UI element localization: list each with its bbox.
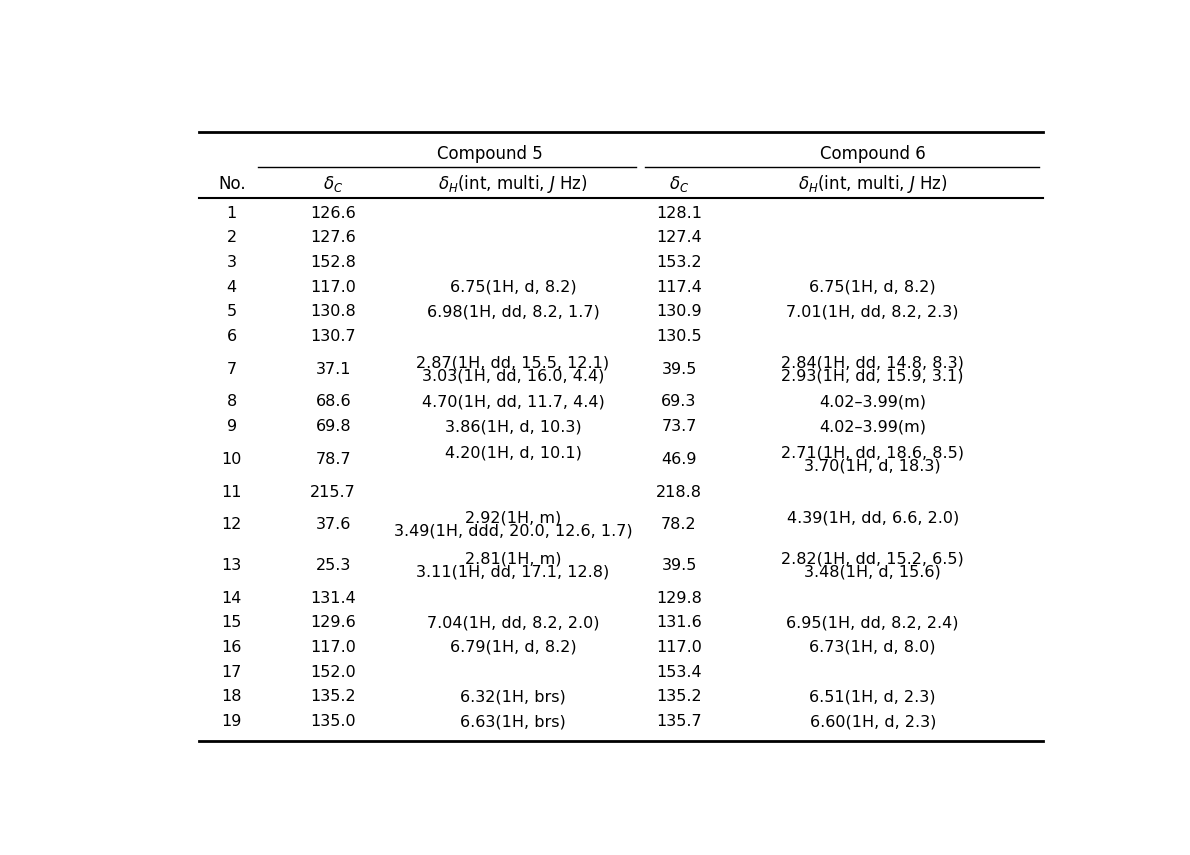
Text: 3.49(1H, ddd, 20.0, 12.6, 1.7): 3.49(1H, ddd, 20.0, 12.6, 1.7) [394, 523, 632, 539]
Text: 69.3: 69.3 [662, 394, 696, 410]
Text: 68.6: 68.6 [315, 394, 351, 410]
Text: 2.84(1H, dd, 14.8, 8.3): 2.84(1H, dd, 14.8, 8.3) [782, 356, 964, 370]
Text: 130.8: 130.8 [311, 304, 356, 320]
Text: 13: 13 [221, 557, 242, 573]
Text: 131.4: 131.4 [311, 591, 356, 605]
Text: 4: 4 [226, 280, 237, 295]
Text: 19: 19 [221, 714, 242, 729]
Text: 14: 14 [221, 591, 242, 605]
Text: 152.0: 152.0 [311, 664, 356, 680]
Text: 6.75(1H, d, 8.2): 6.75(1H, d, 8.2) [450, 280, 576, 295]
Text: 135.2: 135.2 [656, 689, 702, 705]
Text: 46.9: 46.9 [662, 451, 697, 467]
Text: 152.8: 152.8 [311, 255, 356, 270]
Text: 153.2: 153.2 [656, 255, 702, 270]
Text: 130.9: 130.9 [656, 304, 702, 320]
Text: 73.7: 73.7 [662, 419, 696, 434]
Text: 127.6: 127.6 [311, 230, 356, 245]
Text: 3.03(1H, dd, 16.0, 4.4): 3.03(1H, dd, 16.0, 4.4) [421, 369, 605, 383]
Text: 117.4: 117.4 [656, 280, 702, 295]
Text: 4.20(1H, d, 10.1): 4.20(1H, d, 10.1) [445, 445, 582, 461]
Text: 6.95(1H, dd, 8.2, 2.4): 6.95(1H, dd, 8.2, 2.4) [787, 616, 959, 630]
Text: 215.7: 215.7 [311, 485, 356, 499]
Text: 135.2: 135.2 [311, 689, 356, 705]
Text: 129.6: 129.6 [311, 616, 356, 630]
Text: 2.82(1H, dd, 15.2, 6.5): 2.82(1H, dd, 15.2, 6.5) [782, 551, 964, 567]
Text: 6.32(1H, brs): 6.32(1H, brs) [461, 689, 566, 705]
Text: $\delta_H$(int, multi, $\it{J}$ Hz): $\delta_H$(int, multi, $\it{J}$ Hz) [438, 173, 588, 195]
Text: 15: 15 [221, 616, 242, 630]
Text: 130.5: 130.5 [656, 329, 702, 344]
Text: 17: 17 [221, 664, 242, 680]
Text: 7.01(1H, dd, 8.2, 2.3): 7.01(1H, dd, 8.2, 2.3) [787, 304, 959, 320]
Text: 3.48(1H, d, 15.6): 3.48(1H, d, 15.6) [804, 564, 941, 579]
Text: 4.39(1H, dd, 6.6, 2.0): 4.39(1H, dd, 6.6, 2.0) [787, 510, 959, 526]
Text: 78.2: 78.2 [662, 517, 697, 532]
Text: 117.0: 117.0 [656, 640, 702, 655]
Text: 69.8: 69.8 [315, 419, 351, 434]
Text: 135.7: 135.7 [656, 714, 702, 729]
Text: 218.8: 218.8 [656, 485, 702, 499]
Text: 4.02–3.99(m): 4.02–3.99(m) [819, 419, 926, 434]
Text: 4.70(1H, dd, 11.7, 4.4): 4.70(1H, dd, 11.7, 4.4) [421, 394, 605, 410]
Text: 6.60(1H, d, 2.3): 6.60(1H, d, 2.3) [809, 714, 935, 729]
Text: 4.02–3.99(m): 4.02–3.99(m) [819, 394, 926, 410]
Text: 135.0: 135.0 [311, 714, 356, 729]
Text: 1: 1 [226, 205, 237, 221]
Text: 117.0: 117.0 [311, 280, 356, 295]
Text: 39.5: 39.5 [662, 557, 696, 573]
Text: 7: 7 [226, 362, 237, 377]
Text: 7.04(1H, dd, 8.2, 2.0): 7.04(1H, dd, 8.2, 2.0) [427, 616, 600, 630]
Text: 127.4: 127.4 [656, 230, 702, 245]
Text: 5: 5 [226, 304, 237, 320]
Text: 6.79(1H, d, 8.2): 6.79(1H, d, 8.2) [450, 640, 576, 655]
Text: 153.4: 153.4 [656, 664, 702, 680]
Text: 2.93(1H, dd, 15.9, 3.1): 2.93(1H, dd, 15.9, 3.1) [782, 369, 964, 383]
Text: 131.6: 131.6 [656, 616, 702, 630]
Text: 129.8: 129.8 [656, 591, 702, 605]
Text: 2.81(1H, m): 2.81(1H, m) [465, 551, 562, 567]
Text: 18: 18 [221, 689, 242, 705]
Text: 2.87(1H, dd, 15.5, 12.1): 2.87(1H, dd, 15.5, 12.1) [416, 356, 609, 370]
Text: 2: 2 [226, 230, 237, 245]
Text: 3.70(1H, d, 18.3): 3.70(1H, d, 18.3) [804, 458, 941, 473]
Text: 128.1: 128.1 [656, 205, 702, 221]
Text: 2.92(1H, m): 2.92(1H, m) [465, 510, 562, 526]
Text: 37.6: 37.6 [315, 517, 351, 532]
Text: 2.71(1H, dd, 18.6, 8.5): 2.71(1H, dd, 18.6, 8.5) [781, 445, 964, 461]
Text: 6.51(1H, d, 2.3): 6.51(1H, d, 2.3) [809, 689, 937, 705]
Text: 11: 11 [221, 485, 242, 499]
Text: 78.7: 78.7 [315, 451, 351, 467]
Text: 25.3: 25.3 [315, 557, 351, 573]
Text: 9: 9 [226, 419, 237, 434]
Text: 6.73(1H, d, 8.0): 6.73(1H, d, 8.0) [809, 640, 937, 655]
Text: 10: 10 [221, 451, 242, 467]
Text: 8: 8 [226, 394, 237, 410]
Text: 126.6: 126.6 [311, 205, 356, 221]
Text: 117.0: 117.0 [311, 640, 356, 655]
Text: 16: 16 [221, 640, 242, 655]
Text: 6.75(1H, d, 8.2): 6.75(1H, d, 8.2) [809, 280, 937, 295]
Text: No.: No. [218, 174, 245, 192]
Text: 6.63(1H, brs): 6.63(1H, brs) [461, 714, 566, 729]
Text: Compound 5: Compound 5 [437, 145, 543, 163]
Text: 6.98(1H, dd, 8.2, 1.7): 6.98(1H, dd, 8.2, 1.7) [427, 304, 600, 320]
Text: 3.11(1H, dd, 17.1, 12.8): 3.11(1H, dd, 17.1, 12.8) [416, 564, 609, 579]
Text: $\delta_C$: $\delta_C$ [322, 174, 344, 193]
Text: 39.5: 39.5 [662, 362, 696, 377]
Text: 130.7: 130.7 [311, 329, 356, 344]
Text: 3: 3 [227, 255, 237, 270]
Text: 3.86(1H, d, 10.3): 3.86(1H, d, 10.3) [445, 419, 582, 434]
Text: 6: 6 [226, 329, 237, 344]
Text: Compound 6: Compound 6 [820, 145, 926, 163]
Text: $\delta_C$: $\delta_C$ [669, 174, 689, 193]
Text: $\delta_H$(int, multi, $\it{J}$ Hz): $\delta_H$(int, multi, $\it{J}$ Hz) [797, 173, 947, 195]
Text: 12: 12 [221, 517, 242, 532]
Text: 37.1: 37.1 [315, 362, 351, 377]
